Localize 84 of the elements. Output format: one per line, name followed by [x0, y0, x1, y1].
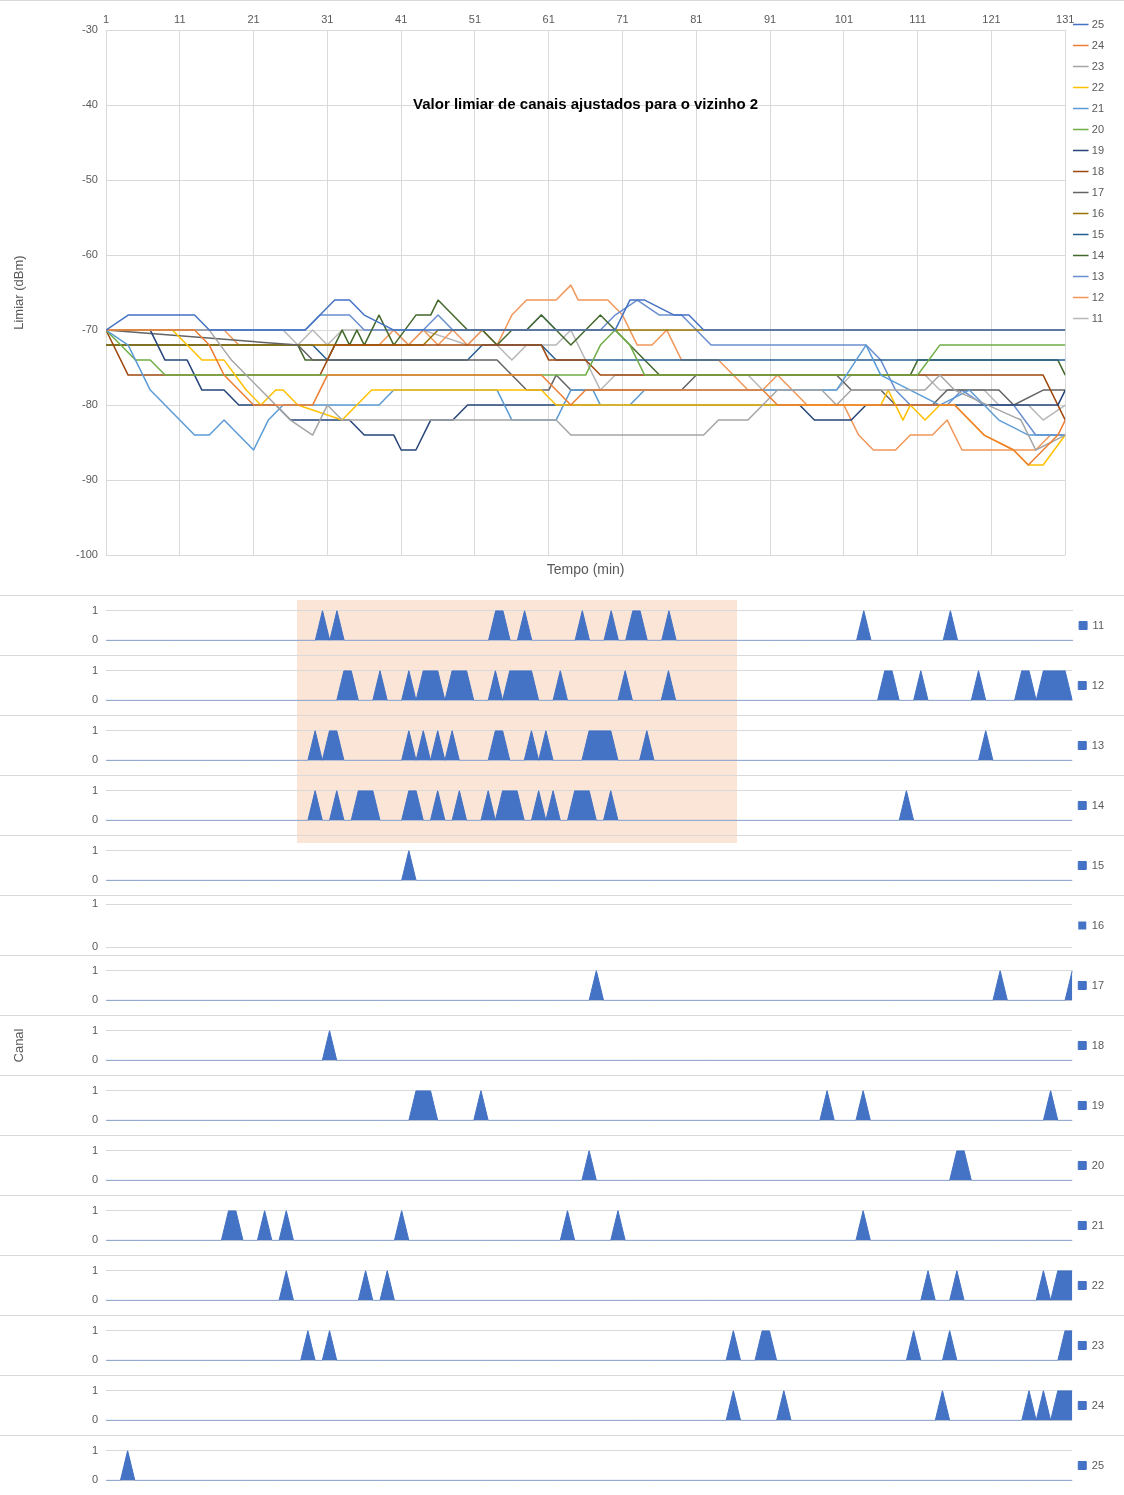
- x-tick-label: 91: [763, 12, 777, 25]
- y-tick-label: 0: [91, 813, 98, 826]
- y-tick-label: 0: [91, 873, 98, 886]
- y-tick-label: 1: [91, 1143, 98, 1156]
- legend-label: 23: [1091, 59, 1105, 72]
- x-axis-title: Tempo (min): [546, 560, 625, 577]
- legend-label: 11: [1091, 311, 1104, 324]
- legend-label: 12: [1091, 678, 1105, 691]
- y-tick-label: 1: [91, 663, 98, 676]
- legend-label: 21: [1091, 1218, 1105, 1231]
- y-tick-label: 0: [91, 693, 98, 706]
- legend-label: 16: [1091, 918, 1105, 931]
- y-tick-label: 0: [91, 1413, 98, 1426]
- legend-label: 18: [1091, 1038, 1105, 1051]
- y-tick-label: -50: [82, 173, 98, 186]
- x-tick-label: 71: [616, 12, 629, 25]
- y-tick-label: 1: [91, 843, 98, 856]
- legend-label: 23: [1091, 1338, 1105, 1351]
- legend-label: 18: [1091, 164, 1105, 177]
- y-tick-label: 1: [91, 1323, 98, 1336]
- x-tick-label: 1: [102, 12, 110, 25]
- legend-label: 12: [1091, 290, 1105, 303]
- y-tick-label: -40: [82, 98, 98, 111]
- y-tick-label: -30: [82, 23, 98, 36]
- y-tick-label: 1: [91, 1083, 98, 1096]
- x-tick-label: 101: [834, 12, 854, 25]
- legend-label: 24: [1091, 38, 1105, 51]
- y-axis-title: Canal: [11, 1028, 27, 1063]
- y-tick-label: 0: [91, 993, 98, 1006]
- y-tick-label: 0: [91, 1233, 98, 1246]
- x-tick-label: 41: [395, 12, 408, 25]
- legend-label: 22: [1091, 80, 1105, 93]
- y-tick-label: -100: [75, 548, 98, 561]
- legend-label: 19: [1091, 143, 1105, 156]
- legend-label: 20: [1091, 1158, 1105, 1171]
- text: Valor limiar de canais ajustados para o vizinho 2: [413, 95, 759, 113]
- y-tick-label: 0: [91, 1173, 98, 1186]
- x-tick-label: 21: [247, 12, 260, 25]
- legend-label: 25: [1091, 17, 1105, 30]
- legend-label: 24: [1091, 1398, 1105, 1411]
- legend-label: 11: [1092, 618, 1104, 631]
- legend-label: 15: [1091, 858, 1105, 871]
- x-tick-label: 111: [909, 12, 927, 25]
- y-tick-label: 0: [91, 1293, 98, 1306]
- legend-label: 14: [1091, 248, 1105, 261]
- y-tick-label: 1: [91, 963, 98, 976]
- y-tick-label: 0: [91, 1113, 98, 1126]
- y-tick-label: 1: [91, 1263, 98, 1276]
- legend-label: 14: [1091, 798, 1105, 811]
- y-tick-label: 1: [91, 723, 98, 736]
- x-tick-label: 121: [982, 12, 1001, 25]
- y-tick-label: 0: [91, 633, 98, 646]
- y-tick-label: 1: [91, 1023, 98, 1036]
- legend-label: 21: [1091, 101, 1105, 114]
- x-tick-label: 61: [542, 12, 555, 25]
- legend-label: 17: [1091, 978, 1105, 991]
- y-tick-label: -70: [82, 323, 98, 336]
- legend-label: 13: [1091, 269, 1105, 282]
- legend-label: 13: [1091, 738, 1105, 751]
- y-tick-label: 1: [91, 1383, 98, 1396]
- legend-label: 16: [1091, 206, 1105, 219]
- x-tick-label: 131: [1056, 12, 1075, 25]
- y-axis-title: Limiar (dBm): [11, 255, 27, 330]
- legend-label: 22: [1091, 1278, 1105, 1291]
- x-tick-label: 51: [468, 12, 482, 25]
- legend-label: 17: [1091, 185, 1105, 198]
- y-tick-label: -60: [82, 248, 98, 261]
- y-tick-label: -90: [82, 473, 98, 486]
- y-tick-label: 1: [91, 1203, 98, 1216]
- x-tick-label: 81: [690, 12, 703, 25]
- y-tick-label: 0: [91, 1353, 98, 1366]
- y-tick-label: 1: [91, 603, 98, 616]
- legend-label: 15: [1091, 227, 1105, 240]
- legend-label: 25: [1091, 1458, 1105, 1471]
- legend-label: 19: [1091, 1098, 1105, 1111]
- y-tick-label: -80: [82, 398, 98, 411]
- y-tick-label: 0: [91, 753, 98, 766]
- x-tick-label: 11: [174, 12, 186, 25]
- y-tick-label: 0: [91, 1473, 98, 1486]
- y-tick-label: 0: [91, 1053, 98, 1066]
- y-tick-label: 1: [91, 1443, 98, 1456]
- x-tick-label: 31: [321, 12, 334, 25]
- legend-label: 20: [1091, 122, 1105, 135]
- y-tick-label: 1: [91, 783, 98, 796]
